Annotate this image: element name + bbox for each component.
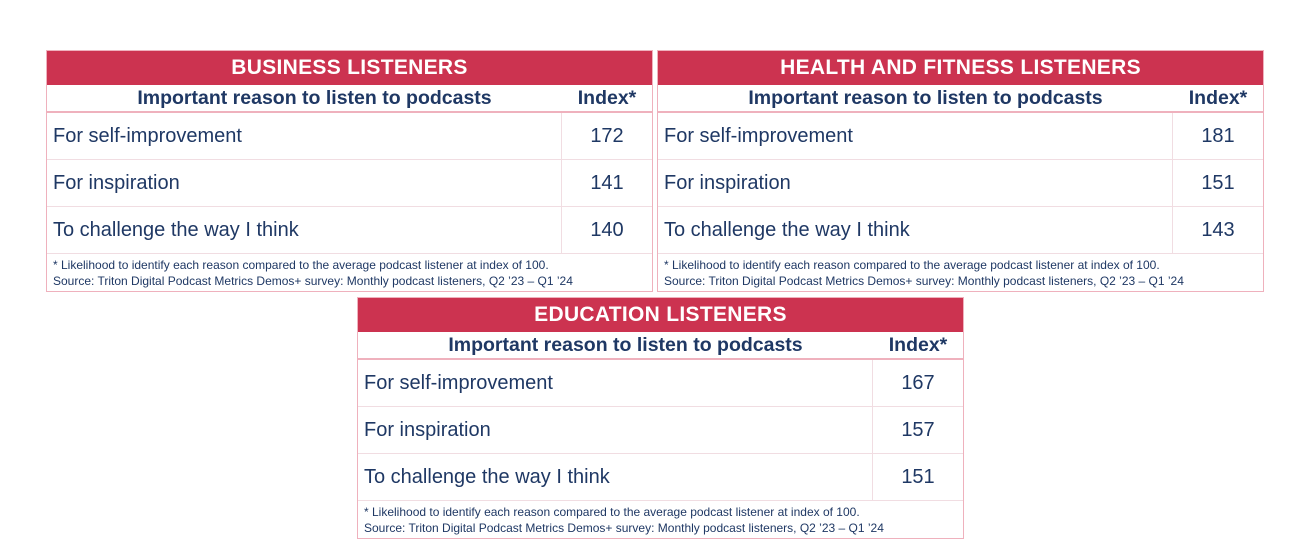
table-footnote: * Likelihood to identify each reason com… (47, 254, 652, 289)
table-row: For inspiration 141 (47, 160, 652, 207)
row-index: 157 (901, 418, 935, 441)
table-header: Important reason to listen to podcasts I… (658, 85, 1263, 113)
row-index: 151 (901, 465, 935, 488)
row-reason: For inspiration (658, 160, 1173, 206)
row-reason: To challenge the way I think (658, 207, 1173, 253)
row-reason: For self-improvement (47, 113, 562, 159)
footnote-note: * Likelihood to identify each reason com… (53, 258, 549, 272)
row-reason: To challenge the way I think (47, 207, 562, 253)
education-listeners-table: EDUCATION LISTENERS Important reason to … (357, 297, 964, 539)
footnote-note: * Likelihood to identify each reason com… (664, 258, 1160, 272)
row-index: 172 (590, 124, 624, 147)
row-reason: For self-improvement (358, 360, 873, 406)
table-row: To challenge the way I think 143 (658, 207, 1263, 254)
header-index: Index* (577, 86, 637, 109)
row-index: 141 (590, 171, 624, 194)
table-row: To challenge the way I think 151 (358, 454, 963, 501)
table-footnote: * Likelihood to identify each reason com… (658, 254, 1263, 289)
row-index: 181 (1201, 124, 1235, 147)
row-index: 143 (1201, 218, 1235, 241)
row-index: 140 (590, 218, 624, 241)
header-reason: Important reason to listen to podcasts (748, 86, 1103, 109)
footnote-source: Source: Triton Digital Podcast Metrics D… (364, 521, 884, 535)
row-index: 167 (901, 371, 935, 394)
table-title: BUSINESS LISTENERS (47, 51, 652, 85)
row-reason: To challenge the way I think (358, 454, 873, 500)
table-row: For self-improvement 167 (358, 360, 963, 407)
footnote-source: Source: Triton Digital Podcast Metrics D… (53, 274, 573, 288)
table-row: For self-improvement 181 (658, 113, 1263, 160)
table-title: EDUCATION LISTENERS (358, 298, 963, 332)
row-reason: For inspiration (358, 407, 873, 453)
health-fitness-listeners-table: HEALTH AND FITNESS LISTENERS Important r… (657, 50, 1264, 292)
header-reason: Important reason to listen to podcasts (137, 86, 492, 109)
footnote-note: * Likelihood to identify each reason com… (364, 505, 860, 519)
row-reason: For self-improvement (658, 113, 1173, 159)
row-index: 151 (1201, 171, 1235, 194)
table-title: HEALTH AND FITNESS LISTENERS (658, 51, 1263, 85)
table-header: Important reason to listen to podcasts I… (47, 85, 652, 113)
table-row: To challenge the way I think 140 (47, 207, 652, 254)
business-listeners-table: BUSINESS LISTENERS Important reason to l… (46, 50, 653, 292)
table-row: For inspiration 157 (358, 407, 963, 454)
row-reason: For inspiration (47, 160, 562, 206)
footnote-source: Source: Triton Digital Podcast Metrics D… (664, 274, 1184, 288)
header-index: Index* (1188, 86, 1248, 109)
header-reason: Important reason to listen to podcasts (448, 333, 803, 356)
table-row: For self-improvement 172 (47, 113, 652, 160)
table-header: Important reason to listen to podcasts I… (358, 332, 963, 360)
table-footnote: * Likelihood to identify each reason com… (358, 501, 963, 536)
header-index: Index* (888, 333, 948, 356)
table-row: For inspiration 151 (658, 160, 1263, 207)
